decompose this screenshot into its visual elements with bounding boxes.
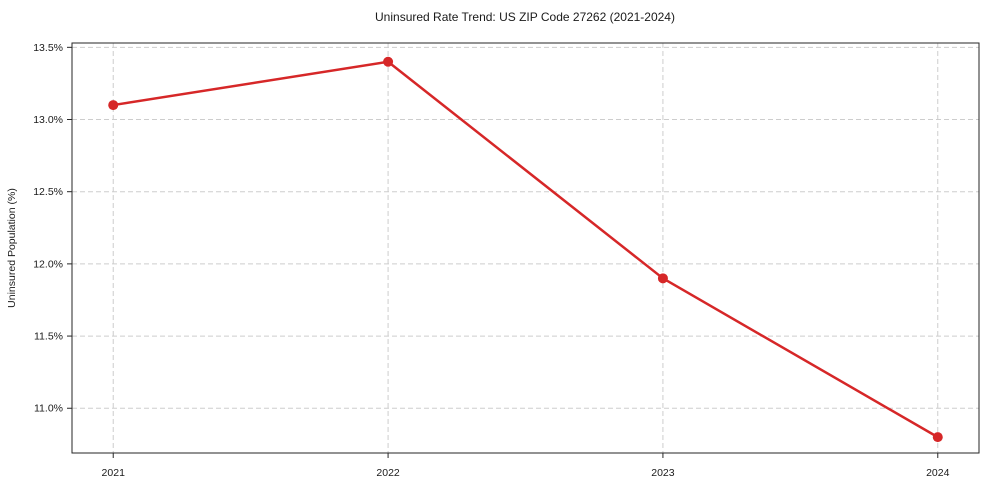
x-tick-label: 2023 (651, 467, 675, 479)
data-point-marker (383, 56, 394, 67)
y-tick-label: 12.5% (33, 186, 63, 198)
x-tick-label: 2024 (926, 467, 950, 479)
y-tick-label: 13.5% (33, 42, 63, 54)
grid-lines (72, 43, 979, 453)
y-tick-label: 11.5% (34, 331, 63, 343)
y-tick-label: 12.0% (33, 258, 63, 270)
plot-border (71, 42, 980, 454)
x-tick-label: 2022 (376, 467, 400, 479)
y-axis-label: Uninsured Population (%) (6, 188, 18, 308)
data-series (108, 56, 943, 443)
data-point-marker (932, 432, 943, 443)
x-tick-label: 2021 (102, 467, 126, 479)
axis-ticks (67, 46, 939, 458)
chart-title: Uninsured Rate Trend: US ZIP Code 27262 … (375, 10, 675, 24)
trend-line (111, 60, 940, 439)
data-point-marker (108, 100, 119, 111)
data-point-marker (657, 273, 668, 284)
y-tick-label: 13.0% (33, 114, 63, 126)
axis-tick-labels: 11.0% 11.5% 12.0% 12.5% 13.0% 13.5% 2021 2022 20… (33, 42, 949, 479)
y-tick-label: 11.0% (34, 403, 63, 415)
